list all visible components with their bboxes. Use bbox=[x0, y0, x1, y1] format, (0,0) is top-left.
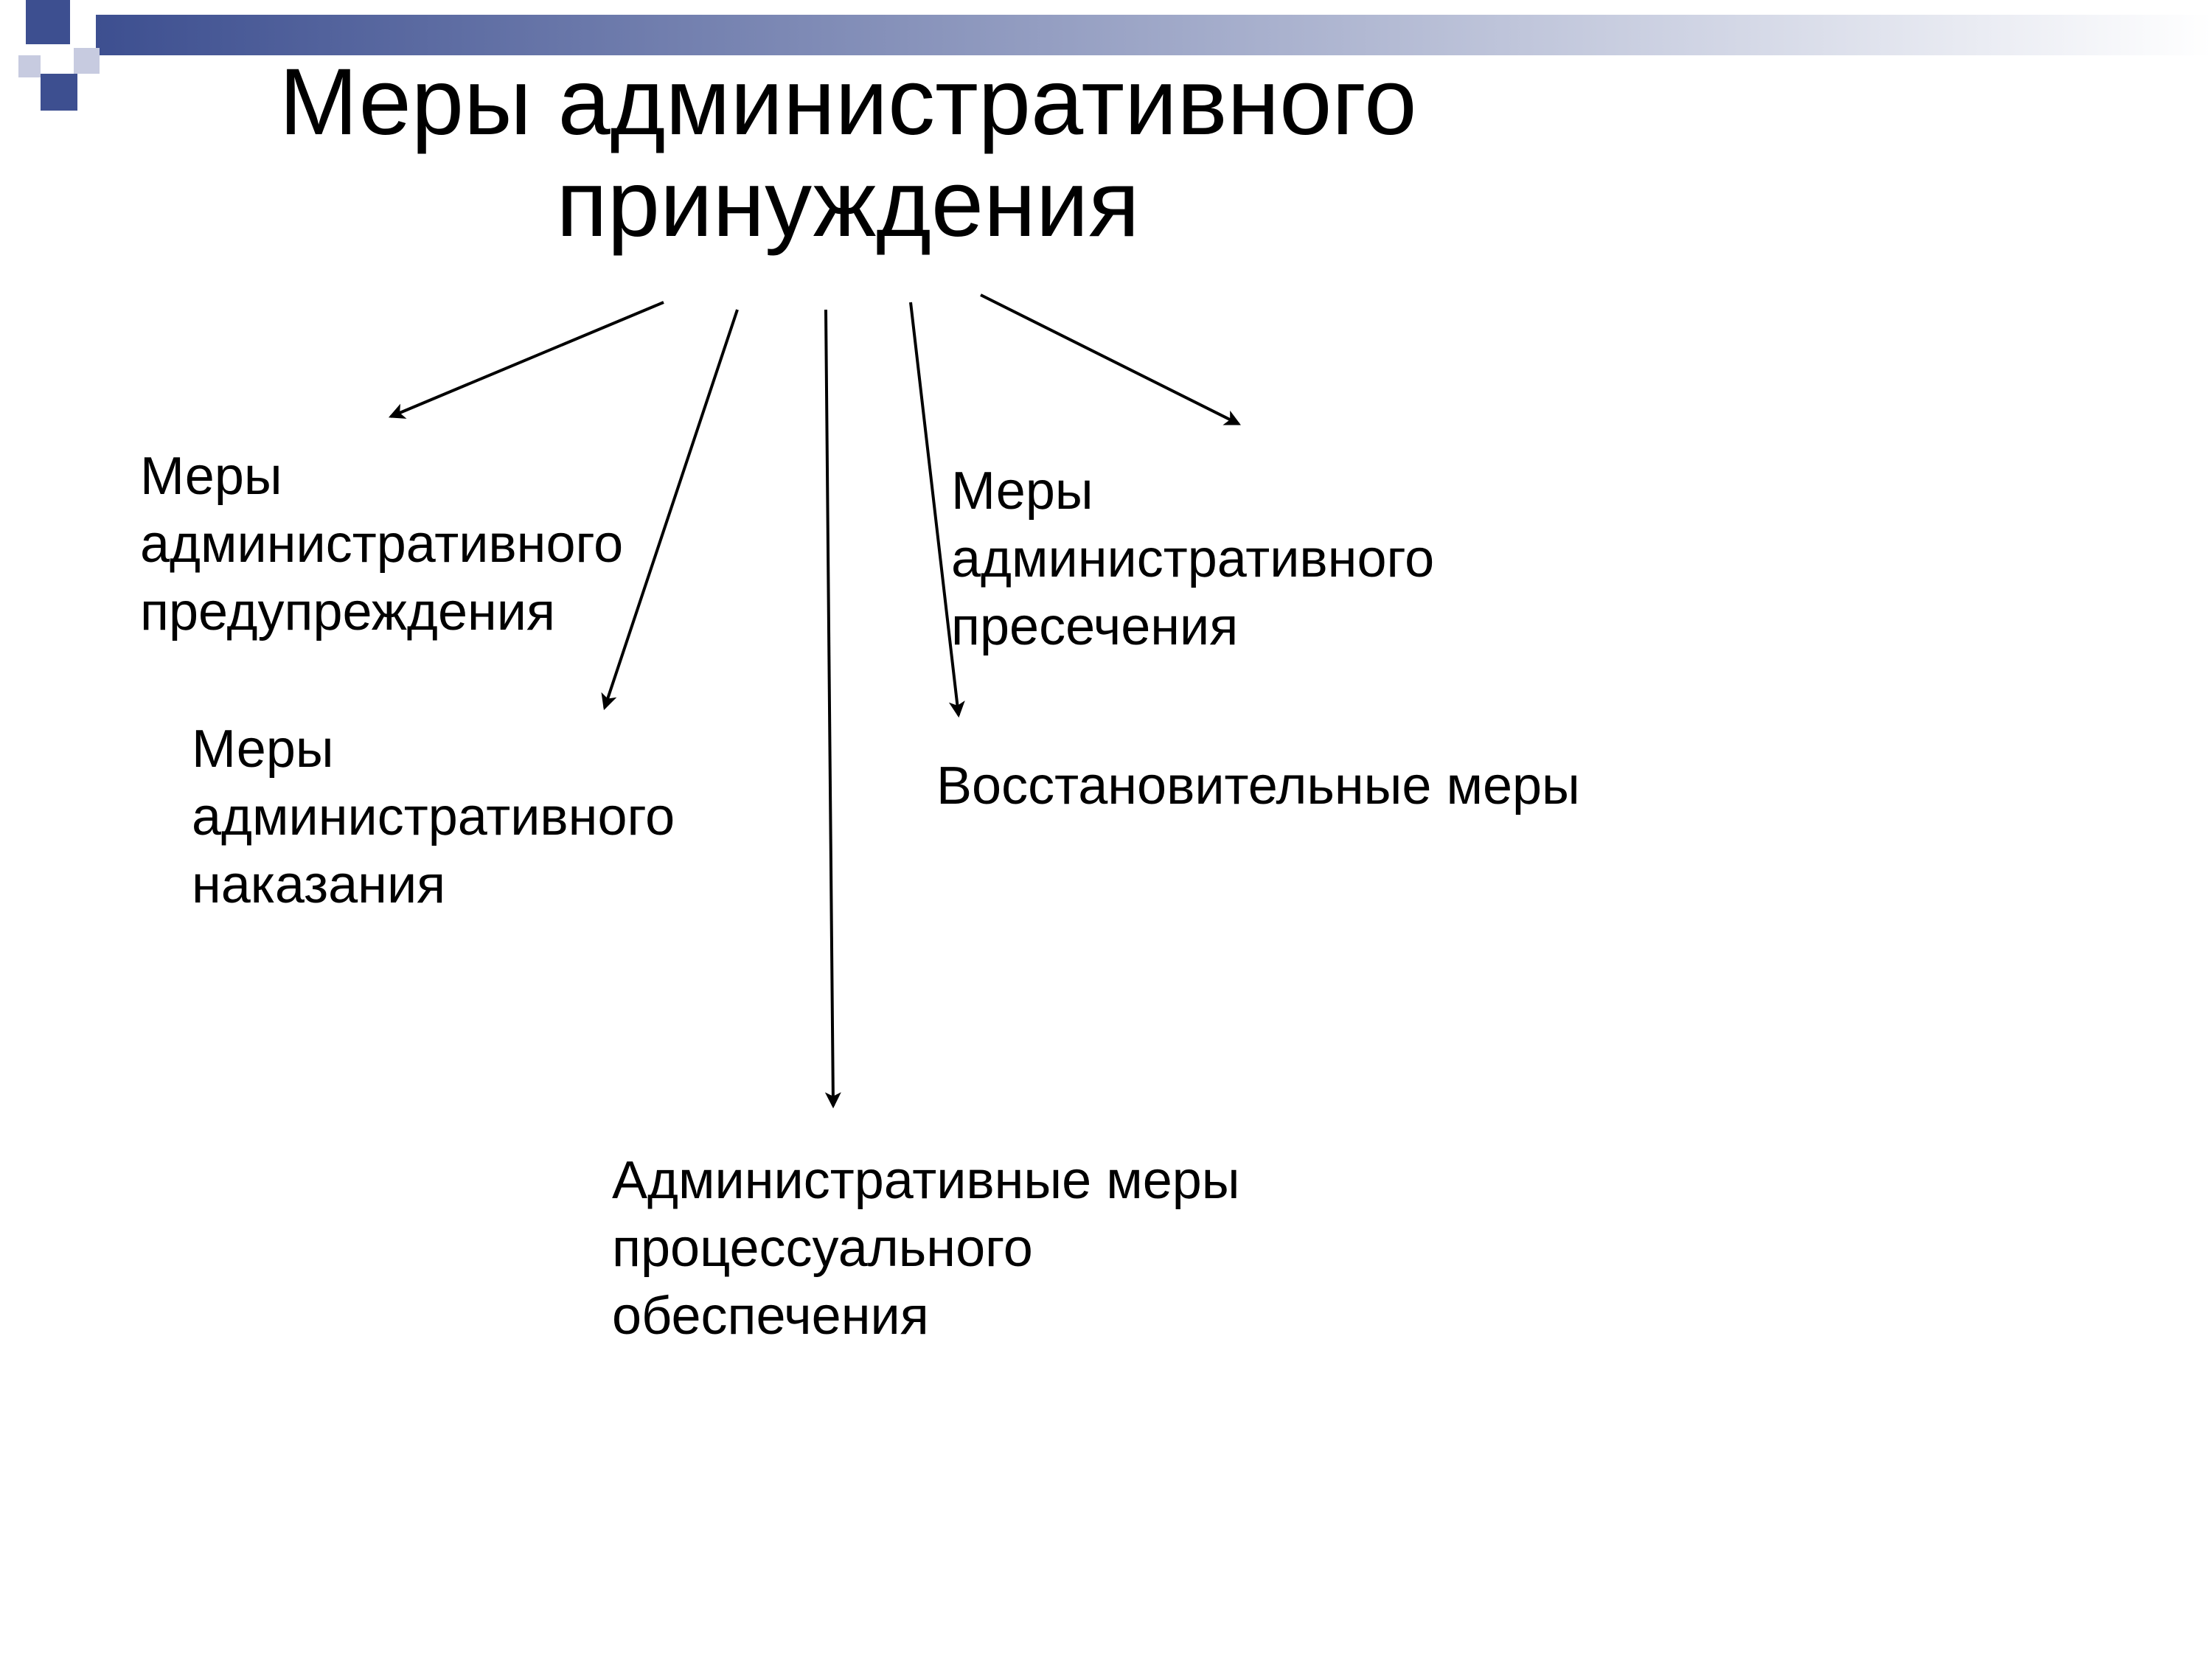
arrow bbox=[826, 310, 833, 1106]
slide-canvas: Меры административного принуждения Меры … bbox=[0, 0, 2212, 1659]
diagram-title: Меры административного принуждения bbox=[221, 52, 1475, 255]
arrows-group bbox=[391, 295, 1239, 1106]
diagram-node: Меры административного пресечения bbox=[951, 457, 1556, 661]
arrow bbox=[981, 295, 1239, 424]
diagram-node: Меры административного наказания bbox=[192, 715, 796, 919]
deco-square bbox=[18, 55, 41, 77]
deco-square bbox=[41, 74, 77, 111]
deco-square bbox=[26, 0, 70, 44]
diagram-node: Меры административного предупреждения bbox=[140, 442, 745, 646]
diagram-node: Административные меры процессуального об… bbox=[612, 1147, 1423, 1350]
deco-square bbox=[74, 48, 100, 74]
arrow bbox=[391, 302, 664, 417]
diagram-node: Восстановительные меры bbox=[936, 752, 1747, 820]
